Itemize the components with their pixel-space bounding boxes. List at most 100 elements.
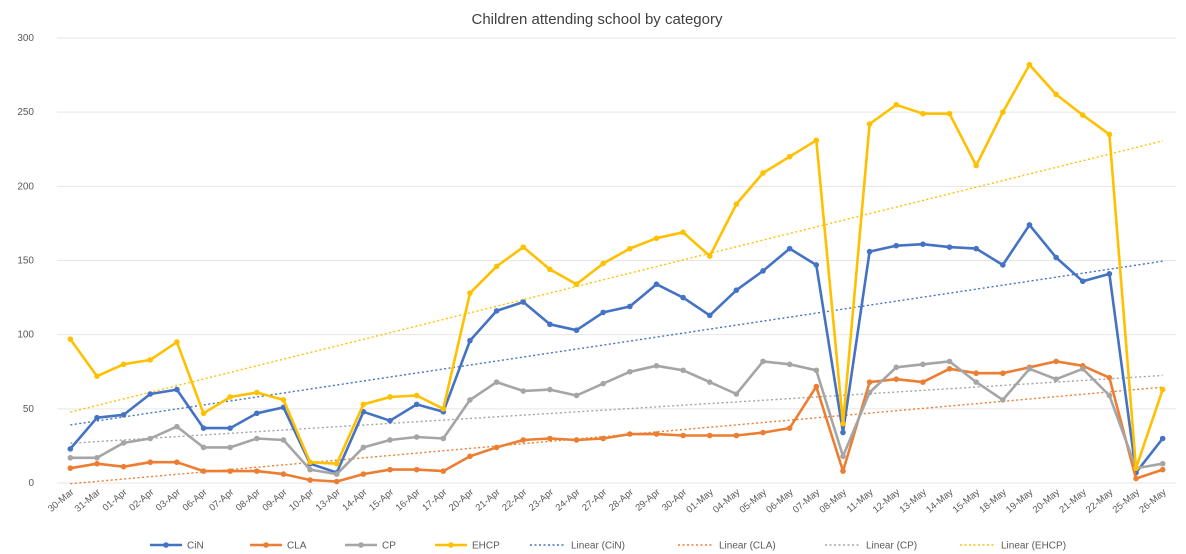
trendlines bbox=[70, 140, 1163, 485]
data-point bbox=[733, 287, 740, 293]
data-point bbox=[200, 444, 207, 451]
data-point bbox=[280, 437, 287, 443]
data-point bbox=[706, 379, 713, 385]
legend-label: Linear (CP) bbox=[866, 541, 917, 552]
data-point bbox=[893, 364, 900, 371]
data-point bbox=[547, 266, 553, 273]
data-point bbox=[973, 162, 979, 169]
data-point bbox=[680, 294, 686, 301]
data-point bbox=[653, 235, 660, 242]
data-point bbox=[174, 339, 180, 345]
trendline-cla bbox=[70, 386, 1163, 485]
data-point bbox=[627, 303, 633, 310]
data-point bbox=[813, 383, 820, 390]
legend-label: EHCP bbox=[472, 541, 500, 552]
y-tick-label: 300 bbox=[17, 33, 34, 44]
data-point bbox=[440, 468, 447, 474]
data-point bbox=[467, 337, 473, 344]
data-point bbox=[573, 327, 580, 334]
data-point bbox=[653, 363, 660, 369]
series-line-ehcp bbox=[69, 63, 1164, 470]
data-point bbox=[493, 444, 500, 451]
x-tick-label: 28-Apr bbox=[607, 487, 636, 514]
data-point bbox=[307, 466, 313, 473]
legend-label: Linear (CiN) bbox=[571, 541, 625, 552]
x-tick-label: 09-Apr bbox=[260, 487, 289, 514]
data-point bbox=[67, 465, 74, 471]
data-point bbox=[520, 388, 527, 394]
data-point bbox=[200, 410, 207, 417]
gridlines bbox=[57, 37, 1176, 484]
data-point bbox=[1133, 465, 1139, 471]
chart-title: Children attending school by category bbox=[472, 11, 723, 28]
data-point bbox=[760, 268, 766, 274]
data-point bbox=[840, 420, 846, 427]
trendline-ehcp bbox=[70, 140, 1163, 413]
data-point bbox=[413, 434, 420, 440]
legend-marker bbox=[163, 542, 169, 548]
data-point bbox=[280, 397, 287, 403]
series-line-cin bbox=[69, 223, 1164, 474]
data-point bbox=[600, 309, 606, 316]
data-point bbox=[680, 229, 686, 236]
data-point bbox=[67, 336, 74, 342]
data-point bbox=[600, 380, 606, 387]
x-tick-label: 18-May bbox=[977, 487, 1009, 516]
data-point bbox=[946, 110, 953, 117]
data-point bbox=[493, 308, 500, 314]
data-point bbox=[387, 417, 393, 424]
data-point bbox=[920, 361, 926, 368]
legend-item-trendline: Linear (CLA) bbox=[678, 541, 776, 552]
x-tick-label: 27-Apr bbox=[580, 487, 609, 514]
legend-marker bbox=[448, 542, 454, 548]
x-tick-label: 29-Apr bbox=[633, 487, 662, 514]
data-point bbox=[893, 376, 900, 382]
data-point bbox=[147, 357, 154, 363]
data-point bbox=[786, 245, 793, 252]
series-ehcp bbox=[67, 61, 1166, 471]
legend-marker bbox=[358, 542, 364, 548]
data-point bbox=[600, 435, 606, 442]
data-point bbox=[627, 368, 633, 375]
data-point bbox=[813, 367, 820, 374]
data-point bbox=[94, 414, 100, 421]
x-tick-label: 04-May bbox=[711, 487, 743, 516]
data-point bbox=[946, 244, 953, 250]
data-point bbox=[1159, 466, 1166, 473]
data-point bbox=[733, 201, 740, 207]
y-tick-label: 250 bbox=[17, 107, 34, 118]
data-point bbox=[120, 463, 127, 470]
trendline-cin bbox=[70, 260, 1163, 426]
x-tick-label: 25-May bbox=[1111, 487, 1143, 516]
data-point bbox=[440, 435, 447, 442]
data-point bbox=[147, 391, 154, 397]
series-line-cp bbox=[70, 360, 1163, 476]
data-point bbox=[1053, 254, 1059, 261]
x-tick-label: 21-May bbox=[1057, 487, 1089, 516]
x-tick-label: 30-Mar bbox=[46, 487, 76, 515]
data-point bbox=[94, 460, 100, 467]
data-point bbox=[813, 137, 820, 144]
x-tick-label: 11-May bbox=[845, 487, 876, 515]
data-point bbox=[254, 435, 260, 442]
data-point bbox=[973, 379, 979, 385]
x-tick-label: 14-May bbox=[924, 487, 956, 516]
data-point bbox=[1000, 109, 1006, 115]
legend-label: Linear (CLA) bbox=[719, 541, 776, 552]
x-tick-label: 03-Apr bbox=[154, 487, 183, 514]
data-point bbox=[147, 459, 154, 466]
legend-label: Linear (EHCP) bbox=[1001, 541, 1066, 552]
x-tick-label: 22-May bbox=[1084, 487, 1116, 516]
data-point bbox=[760, 429, 766, 436]
data-point bbox=[520, 299, 527, 305]
data-point bbox=[1159, 386, 1166, 393]
legend-item-trendline: Linear (EHCP) bbox=[960, 541, 1066, 552]
series-lines bbox=[67, 61, 1166, 485]
data-point bbox=[227, 468, 233, 474]
data-point bbox=[200, 425, 207, 431]
series-line-cla bbox=[70, 360, 1164, 483]
data-point bbox=[733, 391, 740, 397]
data-point bbox=[227, 425, 233, 431]
x-tick-label: 15-Apr bbox=[367, 487, 396, 514]
data-point bbox=[893, 242, 900, 249]
